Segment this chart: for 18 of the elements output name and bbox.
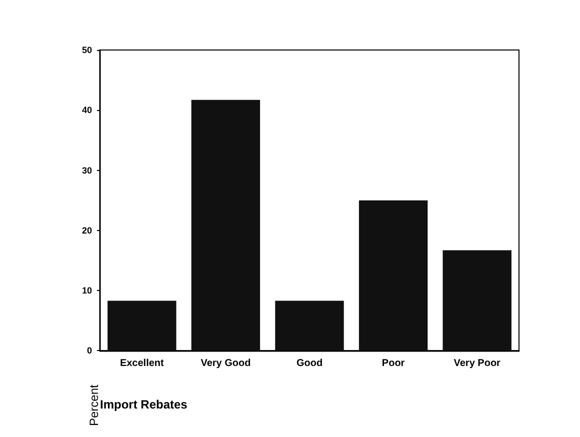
bar xyxy=(108,300,176,351)
bar xyxy=(442,250,512,351)
y-tick-label: 10 xyxy=(82,286,92,296)
x-tick-label: Good xyxy=(296,358,323,370)
bar xyxy=(191,100,260,351)
x-tick-label: Very Good xyxy=(200,358,251,370)
bar xyxy=(358,200,428,351)
y-tick-label: 30 xyxy=(82,165,92,176)
x-tick-label: Excellent xyxy=(120,358,165,370)
y-tick-label: 50 xyxy=(82,45,92,55)
y-tick-label: 0 xyxy=(86,346,92,356)
y-tick-label: 20 xyxy=(82,225,92,236)
x-tick-label: Poor xyxy=(382,358,405,370)
bar xyxy=(275,300,344,351)
y-axis-title: Percent xyxy=(87,384,101,426)
y-tick-label: 40 xyxy=(82,105,92,116)
x-tick-label: Very Poor xyxy=(454,358,501,370)
x-axis-title: Import Rebates xyxy=(100,398,188,412)
